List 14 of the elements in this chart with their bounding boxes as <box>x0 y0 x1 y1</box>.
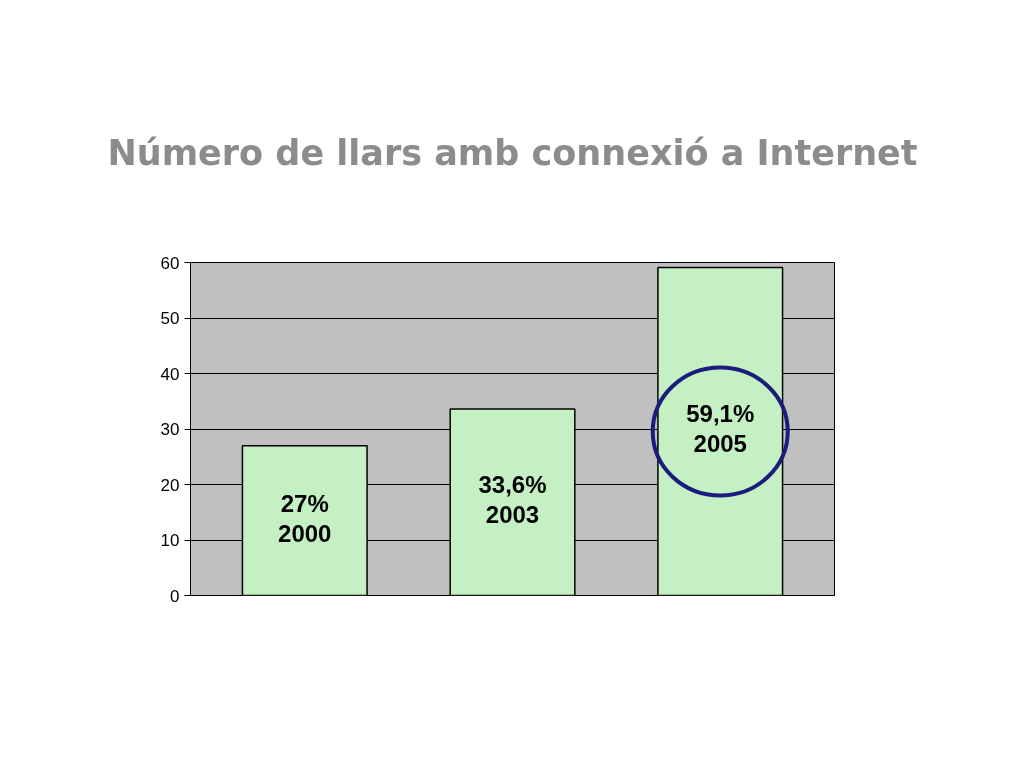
chart-title: Número de llars amb connexió a Internet <box>107 132 918 173</box>
y-tick-label: 30 <box>160 420 180 439</box>
x-tick-label: 2005 <box>693 430 747 458</box>
y-tick-label: 60 <box>160 253 180 273</box>
data-label: 59,1% <box>686 400 755 428</box>
y-tick-label: 40 <box>160 364 180 384</box>
x-tick-label: 2000 <box>278 519 332 547</box>
y-tick-label: 20 <box>160 475 180 495</box>
y-tick-label: 10 <box>160 531 180 550</box>
y-tick-label: 0 <box>170 586 180 606</box>
data-label: 33,6% <box>478 471 547 499</box>
x-tick-label: 2003 <box>485 501 540 529</box>
data-label: 27% <box>280 489 329 517</box>
y-tick-label: 50 <box>160 309 180 328</box>
